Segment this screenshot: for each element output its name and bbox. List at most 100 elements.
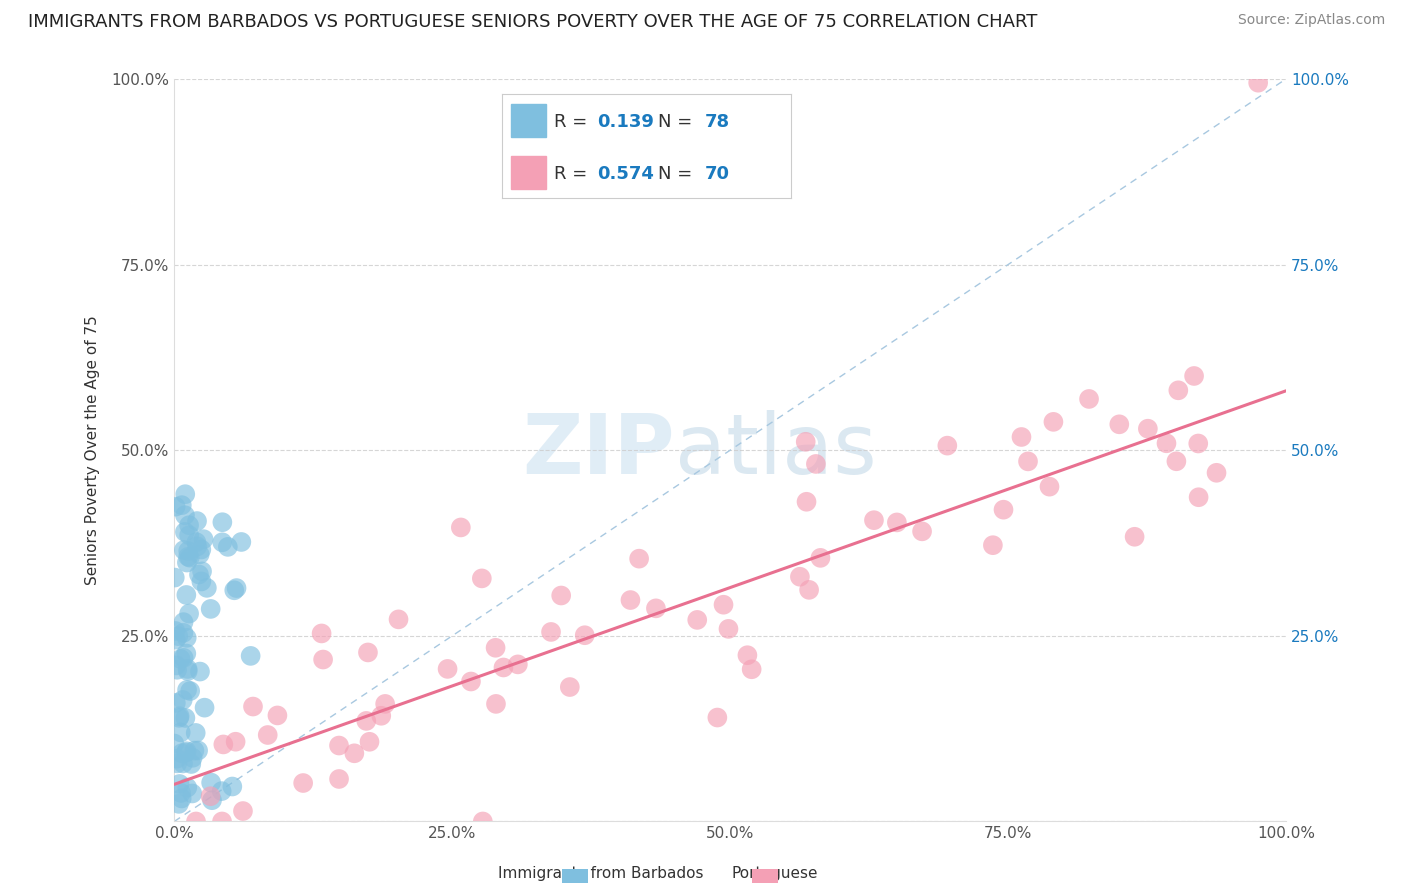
Point bbox=[794, 434, 817, 449]
Point bbox=[176, 662, 198, 676]
Point bbox=[266, 708, 288, 723]
Point bbox=[356, 714, 378, 728]
Point bbox=[1156, 436, 1178, 450]
Point bbox=[181, 751, 204, 765]
Point bbox=[173, 615, 195, 629]
Point bbox=[188, 567, 211, 582]
Y-axis label: Seniors Poverty Over the Age of 75: Seniors Poverty Over the Age of 75 bbox=[86, 316, 100, 585]
Point bbox=[1011, 430, 1033, 444]
Point bbox=[484, 640, 506, 655]
Point bbox=[1123, 530, 1146, 544]
Point bbox=[374, 697, 396, 711]
Point bbox=[176, 744, 198, 758]
Point bbox=[628, 551, 651, 566]
Point bbox=[1136, 422, 1159, 436]
Point bbox=[436, 662, 458, 676]
Text: Source: ZipAtlas.com: Source: ZipAtlas.com bbox=[1237, 13, 1385, 28]
Point bbox=[1166, 454, 1188, 468]
Point bbox=[177, 664, 200, 678]
Point bbox=[165, 658, 187, 673]
Point bbox=[737, 648, 759, 663]
Point bbox=[1247, 76, 1270, 90]
Point bbox=[176, 588, 198, 602]
Point bbox=[190, 574, 212, 589]
Point bbox=[167, 711, 190, 725]
Point bbox=[177, 549, 200, 564]
Point bbox=[169, 777, 191, 791]
Point bbox=[993, 502, 1015, 516]
Point bbox=[170, 746, 193, 760]
Point bbox=[217, 540, 239, 554]
Point bbox=[177, 544, 200, 558]
Point bbox=[174, 746, 197, 760]
Point bbox=[450, 520, 472, 534]
Point bbox=[221, 780, 243, 794]
Point bbox=[176, 556, 198, 570]
Point bbox=[179, 684, 201, 698]
Point bbox=[558, 680, 581, 694]
Point bbox=[174, 524, 197, 539]
Point bbox=[173, 650, 195, 665]
Point bbox=[1167, 384, 1189, 398]
Point bbox=[181, 787, 204, 801]
Point bbox=[1042, 415, 1064, 429]
Point bbox=[239, 648, 262, 663]
Point bbox=[225, 735, 247, 749]
Point bbox=[186, 535, 208, 549]
Point bbox=[292, 776, 315, 790]
Point bbox=[188, 547, 211, 561]
Point bbox=[796, 495, 818, 509]
Point bbox=[211, 814, 233, 829]
Point bbox=[187, 743, 209, 757]
Point bbox=[1187, 490, 1209, 504]
Point bbox=[172, 756, 194, 771]
Point bbox=[312, 652, 335, 666]
Point bbox=[911, 524, 934, 539]
Point bbox=[741, 662, 763, 676]
Point bbox=[717, 622, 740, 636]
Point bbox=[188, 665, 211, 679]
Point bbox=[166, 756, 188, 771]
Point bbox=[167, 797, 190, 811]
Point bbox=[1205, 466, 1227, 480]
Point bbox=[165, 624, 187, 638]
Point bbox=[177, 607, 200, 621]
Point bbox=[165, 632, 187, 647]
Point bbox=[186, 514, 208, 528]
Point bbox=[387, 612, 409, 626]
Point bbox=[193, 700, 215, 714]
Point bbox=[231, 535, 253, 549]
Point bbox=[176, 682, 198, 697]
Point bbox=[686, 613, 709, 627]
Point bbox=[713, 598, 735, 612]
Point bbox=[176, 780, 198, 795]
Point bbox=[1187, 436, 1209, 450]
Point bbox=[797, 582, 820, 597]
Point bbox=[167, 629, 190, 643]
Point bbox=[224, 583, 246, 598]
Point bbox=[172, 693, 194, 707]
Point bbox=[165, 696, 187, 710]
Point bbox=[471, 571, 494, 585]
Point bbox=[619, 593, 641, 607]
Point bbox=[886, 516, 908, 530]
Point bbox=[789, 570, 811, 584]
Point bbox=[163, 737, 186, 751]
Point bbox=[1182, 368, 1205, 383]
Point bbox=[169, 709, 191, 723]
Point bbox=[174, 487, 197, 501]
Point bbox=[981, 538, 1004, 552]
Point bbox=[804, 457, 827, 471]
Point bbox=[179, 528, 201, 542]
Point bbox=[343, 747, 366, 761]
Point bbox=[172, 625, 194, 640]
Point bbox=[183, 743, 205, 757]
Point bbox=[170, 498, 193, 512]
Point bbox=[936, 439, 959, 453]
Point bbox=[186, 540, 208, 554]
Point bbox=[211, 515, 233, 529]
Point bbox=[191, 565, 214, 579]
Text: Portuguese: Portuguese bbox=[731, 866, 818, 881]
Point bbox=[211, 535, 233, 549]
Point bbox=[201, 793, 224, 807]
